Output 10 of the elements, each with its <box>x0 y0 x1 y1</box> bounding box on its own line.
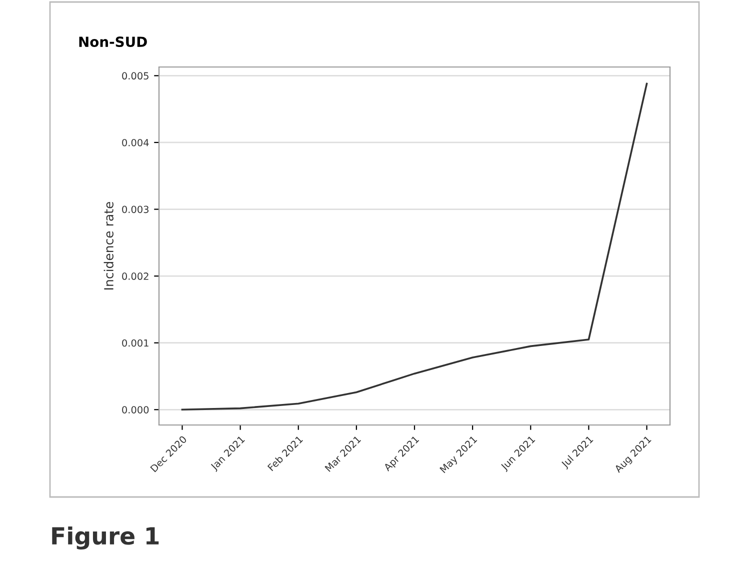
y-axis-title: Incidence rate <box>104 202 114 290</box>
caption: Figure 1 <box>52 526 159 550</box>
y-tick-label: 0.003 <box>122 206 148 214</box>
y-tick-label: 0.005 <box>122 72 148 80</box>
line-series <box>181 82 648 411</box>
chart-title: Non-SUD <box>79 36 147 48</box>
y-tick-label: 0.002 <box>122 272 148 280</box>
y-tick-label: 0.000 <box>122 406 149 414</box>
y-tick-label: 0.001 <box>122 339 148 347</box>
y-tick-label: 0.004 <box>122 138 149 146</box>
